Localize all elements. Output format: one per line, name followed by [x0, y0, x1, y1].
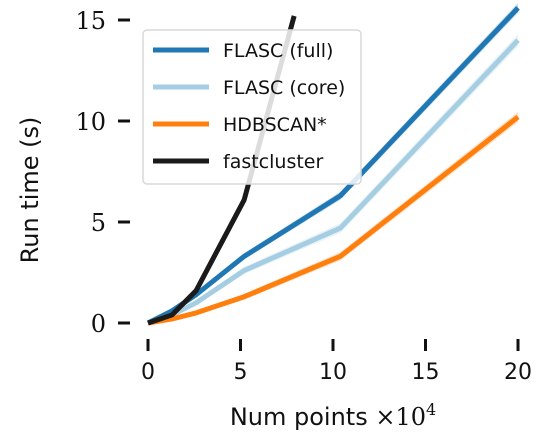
- legend-label: fastcluster: [223, 151, 323, 173]
- x-tick-label: 20: [504, 360, 532, 385]
- x-tick-label: 10: [319, 360, 347, 385]
- x-tick-label: 0: [141, 360, 155, 385]
- legend-label: HDBSCAN*: [223, 114, 327, 136]
- legend-label: FLASC (core): [223, 77, 345, 99]
- series-line-flasc-full: [146, 6, 520, 326]
- x-axis-label: Num points ×104: [230, 400, 436, 431]
- legend: FLASC (full) FLASC (core) HDBSCAN* fastclus…: [142, 29, 362, 185]
- x-axis-label-exponent: 4: [426, 400, 436, 419]
- y-axis-label: Run time (s): [16, 117, 44, 264]
- y-tick-label: 15: [75, 7, 106, 35]
- series-line-hdbscan: [147, 114, 520, 326]
- legend-box: [142, 29, 362, 185]
- x-axis-label-scale: ×10: [375, 403, 426, 431]
- x-tick-label: 5: [234, 360, 248, 385]
- y-tick-label: 10: [75, 108, 106, 136]
- y-tick-label: 0: [91, 310, 106, 338]
- y-tick-label: 5: [91, 209, 106, 237]
- x-axis-label-text: Num points: [230, 403, 368, 431]
- axes: 0 5 10 15 20 0 5 10 15: [75, 7, 532, 385]
- legend-label: FLASC (full): [223, 40, 333, 62]
- x-tick-label: 15: [412, 360, 440, 385]
